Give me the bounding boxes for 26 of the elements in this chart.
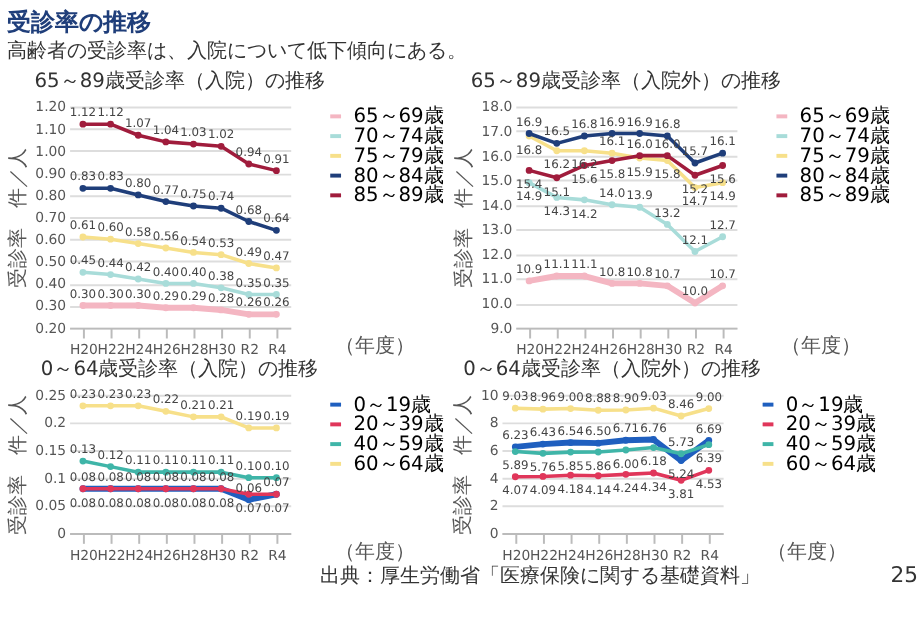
x-axis-title: （年度） (334, 539, 415, 564)
chart-title: 0～64歳受診率（入院）の推移 (40, 357, 319, 382)
legend-label: 85～89歳 (353, 183, 444, 208)
chart-title: 0～64歳受診率（入院外）の推移 (463, 357, 761, 382)
chart-title: 65～89歳受診率（入院）の推移 (34, 68, 325, 93)
y-axis-title: 受診率 件／人 (451, 148, 476, 289)
text: 高齢者の受診率は、入院について低下傾向にある。 (6, 39, 467, 64)
text: 受診率の推移 (4, 7, 151, 36)
x-axis-title: （年度） (334, 334, 415, 359)
legend-label: 80～84歳 (799, 163, 890, 188)
legend-label: 80～84歳 (353, 163, 444, 188)
legend-label: 85～89歳 (799, 183, 890, 208)
legend-label: 75～79歳 (799, 143, 890, 168)
y-axis-title: 受診率 件／人 (5, 148, 30, 289)
text: 25 (890, 562, 919, 589)
legend-label: 60～64歳 (353, 451, 444, 476)
chart-title: 65～89歳受診率（入院外）の推移 (470, 68, 781, 93)
x-axis-title: （年度） (780, 334, 861, 359)
source-note: 出典：厚生労働省「医療保険に関する基礎資料」 (320, 564, 761, 589)
y-axis-title: 受診率 件／人 (451, 394, 476, 535)
legend-label: 0～19歳 (785, 392, 864, 417)
x-axis-title: （年度） (767, 539, 848, 564)
legend-label: 75～79歳 (353, 143, 444, 168)
legend-label: 0～19歳 (353, 392, 432, 417)
legend-label: 60～64歳 (785, 451, 876, 476)
y-axis-title: 受診率 件／人 (5, 394, 30, 535)
